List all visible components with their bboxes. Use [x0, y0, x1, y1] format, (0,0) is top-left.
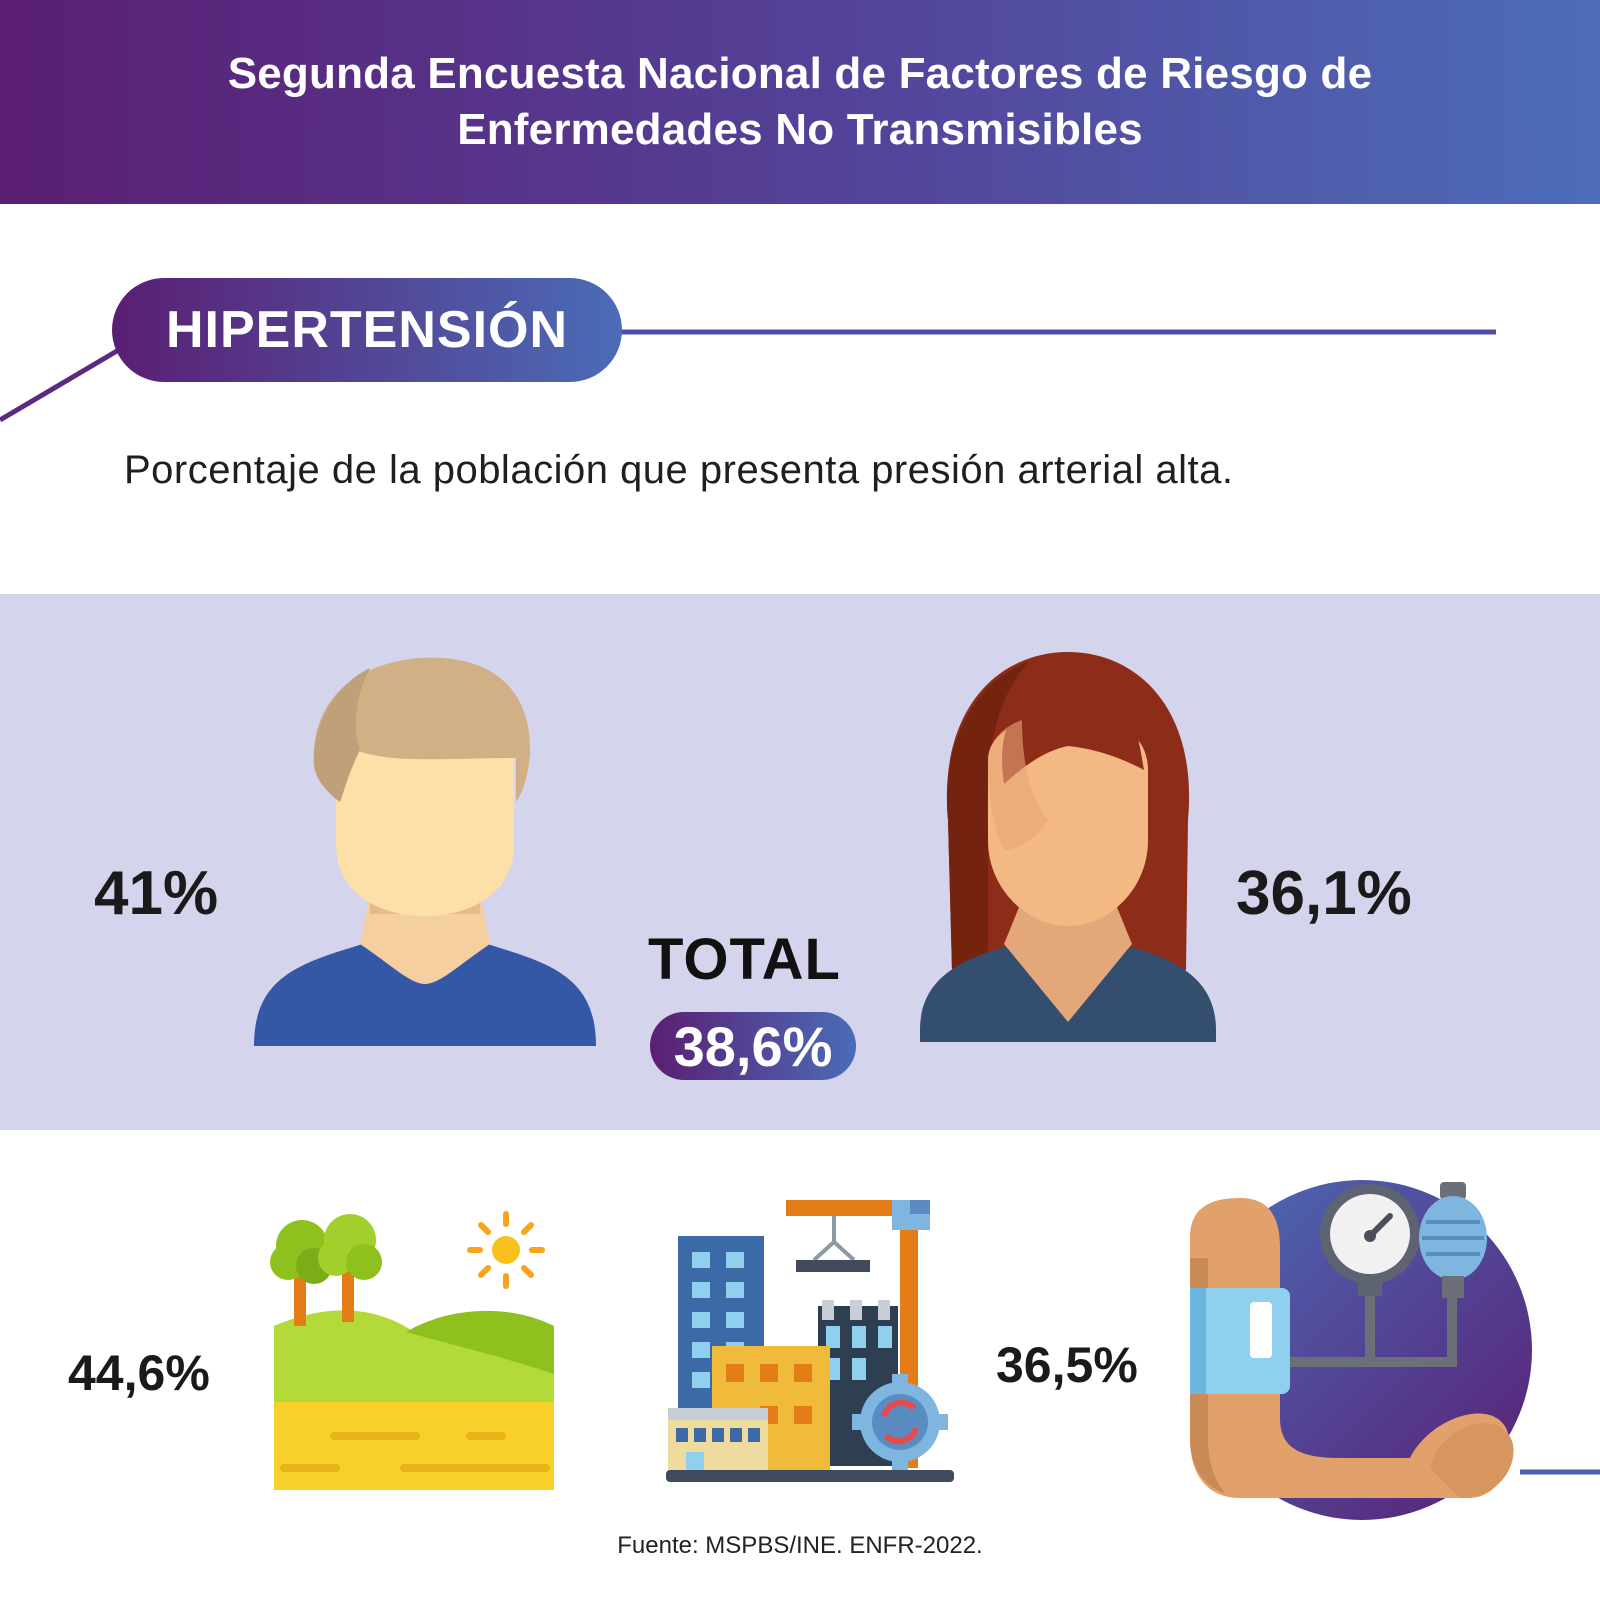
women-percentage: 36,1%: [1236, 859, 1412, 928]
total-label: TOTAL: [648, 927, 841, 992]
header-title: Segunda Encuesta Nacional de Factores de…: [227, 49, 1373, 154]
source-note: Fuente: MSPBS/INE. ENFR-2022.: [617, 1532, 983, 1559]
section-label: HIPERTENSIÓN: [165, 301, 569, 359]
rural-percentage: 44,6%: [68, 1345, 210, 1401]
urban-percentage: 36,5%: [996, 1337, 1138, 1393]
section-subtitle: Porcentaje de la población que presenta …: [124, 448, 1234, 492]
woman-avatar-icon: [920, 652, 1216, 1042]
men-percentage: 41%: [94, 859, 219, 928]
header-banner: Segunda Encuesta Nacional de Factores de…: [0, 0, 1600, 204]
section-pill: HIPERTENSIÓN: [112, 278, 622, 382]
blood-pressure-monitor-icon: [1190, 1180, 1532, 1520]
total-pill: 38,6%: [650, 1012, 856, 1080]
man-avatar-icon: [254, 657, 596, 1046]
total-value: 38,6%: [673, 1014, 833, 1078]
urban-city-icon: [666, 1200, 954, 1482]
rural-landscape-icon: [270, 1211, 554, 1490]
